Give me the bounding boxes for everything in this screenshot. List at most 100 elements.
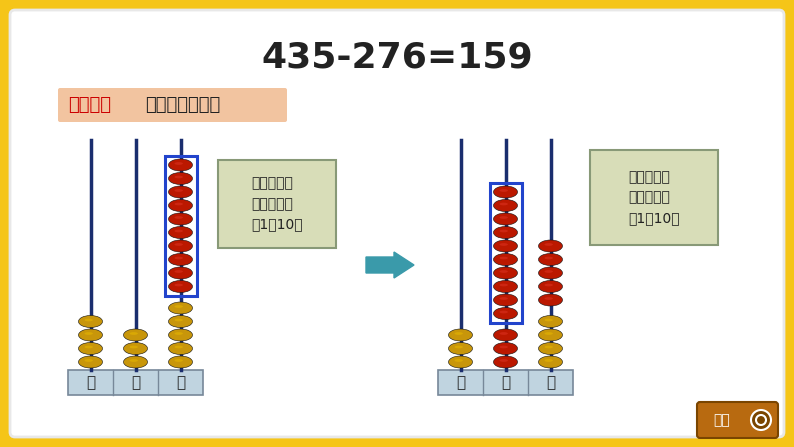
Ellipse shape — [499, 202, 508, 205]
Ellipse shape — [168, 173, 192, 185]
Text: 个: 个 — [546, 375, 555, 390]
Bar — [218, 160, 336, 248]
Ellipse shape — [494, 329, 518, 341]
Ellipse shape — [494, 308, 518, 320]
Ellipse shape — [499, 359, 508, 362]
Bar — [164, 156, 196, 295]
Text: 十位不够减
时，向百位
借1当10。: 十位不够减 时，向百位 借1当10。 — [628, 170, 680, 225]
Ellipse shape — [168, 329, 192, 341]
Circle shape — [751, 410, 771, 430]
Ellipse shape — [79, 342, 102, 354]
Ellipse shape — [168, 159, 192, 171]
Ellipse shape — [175, 257, 183, 259]
Ellipse shape — [449, 342, 472, 354]
Text: 返回: 返回 — [714, 413, 730, 427]
Text: 十: 十 — [131, 375, 140, 390]
Ellipse shape — [494, 342, 518, 354]
Text: 十: 十 — [501, 375, 510, 390]
Ellipse shape — [168, 356, 192, 368]
Ellipse shape — [79, 329, 102, 341]
Ellipse shape — [84, 346, 93, 348]
Ellipse shape — [494, 240, 518, 252]
Ellipse shape — [499, 297, 508, 300]
Ellipse shape — [499, 216, 508, 219]
Ellipse shape — [494, 253, 518, 266]
Ellipse shape — [499, 346, 508, 348]
Ellipse shape — [175, 162, 183, 165]
Ellipse shape — [168, 342, 192, 354]
Ellipse shape — [175, 346, 183, 348]
Text: 个位不够减
时，向十位
借1当10。: 个位不够减 时，向十位 借1当10。 — [251, 177, 303, 232]
Ellipse shape — [129, 346, 138, 348]
Ellipse shape — [175, 243, 183, 246]
Ellipse shape — [129, 359, 138, 362]
Ellipse shape — [168, 240, 192, 252]
Bar — [438, 370, 573, 395]
Ellipse shape — [84, 359, 93, 362]
Ellipse shape — [124, 329, 148, 341]
Ellipse shape — [454, 359, 463, 362]
Ellipse shape — [494, 356, 518, 368]
Ellipse shape — [175, 230, 183, 232]
Ellipse shape — [545, 270, 553, 273]
Ellipse shape — [499, 284, 508, 287]
Bar — [489, 183, 522, 322]
Text: 方法二：: 方法二： — [68, 96, 111, 114]
Bar — [590, 150, 718, 245]
Ellipse shape — [175, 189, 183, 192]
Ellipse shape — [449, 329, 472, 341]
Ellipse shape — [545, 359, 553, 362]
Ellipse shape — [545, 257, 553, 259]
Ellipse shape — [124, 356, 148, 368]
Ellipse shape — [499, 257, 508, 259]
Ellipse shape — [538, 342, 562, 354]
Ellipse shape — [175, 359, 183, 362]
Ellipse shape — [168, 186, 192, 198]
Ellipse shape — [79, 356, 102, 368]
Text: 个: 个 — [176, 375, 185, 390]
FancyArrow shape — [366, 252, 414, 278]
Text: 百: 百 — [456, 375, 465, 390]
Ellipse shape — [545, 243, 553, 246]
Ellipse shape — [538, 329, 562, 341]
FancyBboxPatch shape — [58, 88, 287, 122]
Ellipse shape — [168, 316, 192, 328]
Ellipse shape — [494, 186, 518, 198]
Ellipse shape — [538, 253, 562, 266]
Ellipse shape — [538, 240, 562, 252]
Ellipse shape — [175, 216, 183, 219]
Text: 借助计数器计算: 借助计数器计算 — [145, 96, 220, 114]
Ellipse shape — [499, 311, 508, 313]
Ellipse shape — [538, 281, 562, 292]
Ellipse shape — [494, 227, 518, 239]
Ellipse shape — [84, 319, 93, 321]
Ellipse shape — [545, 284, 553, 287]
Ellipse shape — [175, 202, 183, 205]
Ellipse shape — [168, 253, 192, 266]
Ellipse shape — [449, 356, 472, 368]
FancyBboxPatch shape — [10, 10, 784, 437]
Ellipse shape — [494, 213, 518, 225]
Ellipse shape — [454, 346, 463, 348]
Ellipse shape — [538, 316, 562, 328]
Ellipse shape — [129, 332, 138, 335]
Ellipse shape — [499, 332, 508, 335]
Ellipse shape — [499, 243, 508, 246]
Bar — [68, 370, 203, 395]
Text: 百: 百 — [86, 375, 95, 390]
Ellipse shape — [175, 270, 183, 273]
Ellipse shape — [545, 332, 553, 335]
Ellipse shape — [175, 332, 183, 335]
Ellipse shape — [499, 230, 508, 232]
Ellipse shape — [499, 270, 508, 273]
Ellipse shape — [168, 213, 192, 225]
Ellipse shape — [545, 346, 553, 348]
Ellipse shape — [499, 189, 508, 192]
Ellipse shape — [454, 332, 463, 335]
Ellipse shape — [79, 316, 102, 328]
Ellipse shape — [538, 356, 562, 368]
Ellipse shape — [494, 281, 518, 292]
Ellipse shape — [175, 319, 183, 321]
Ellipse shape — [124, 342, 148, 354]
Ellipse shape — [175, 305, 183, 308]
